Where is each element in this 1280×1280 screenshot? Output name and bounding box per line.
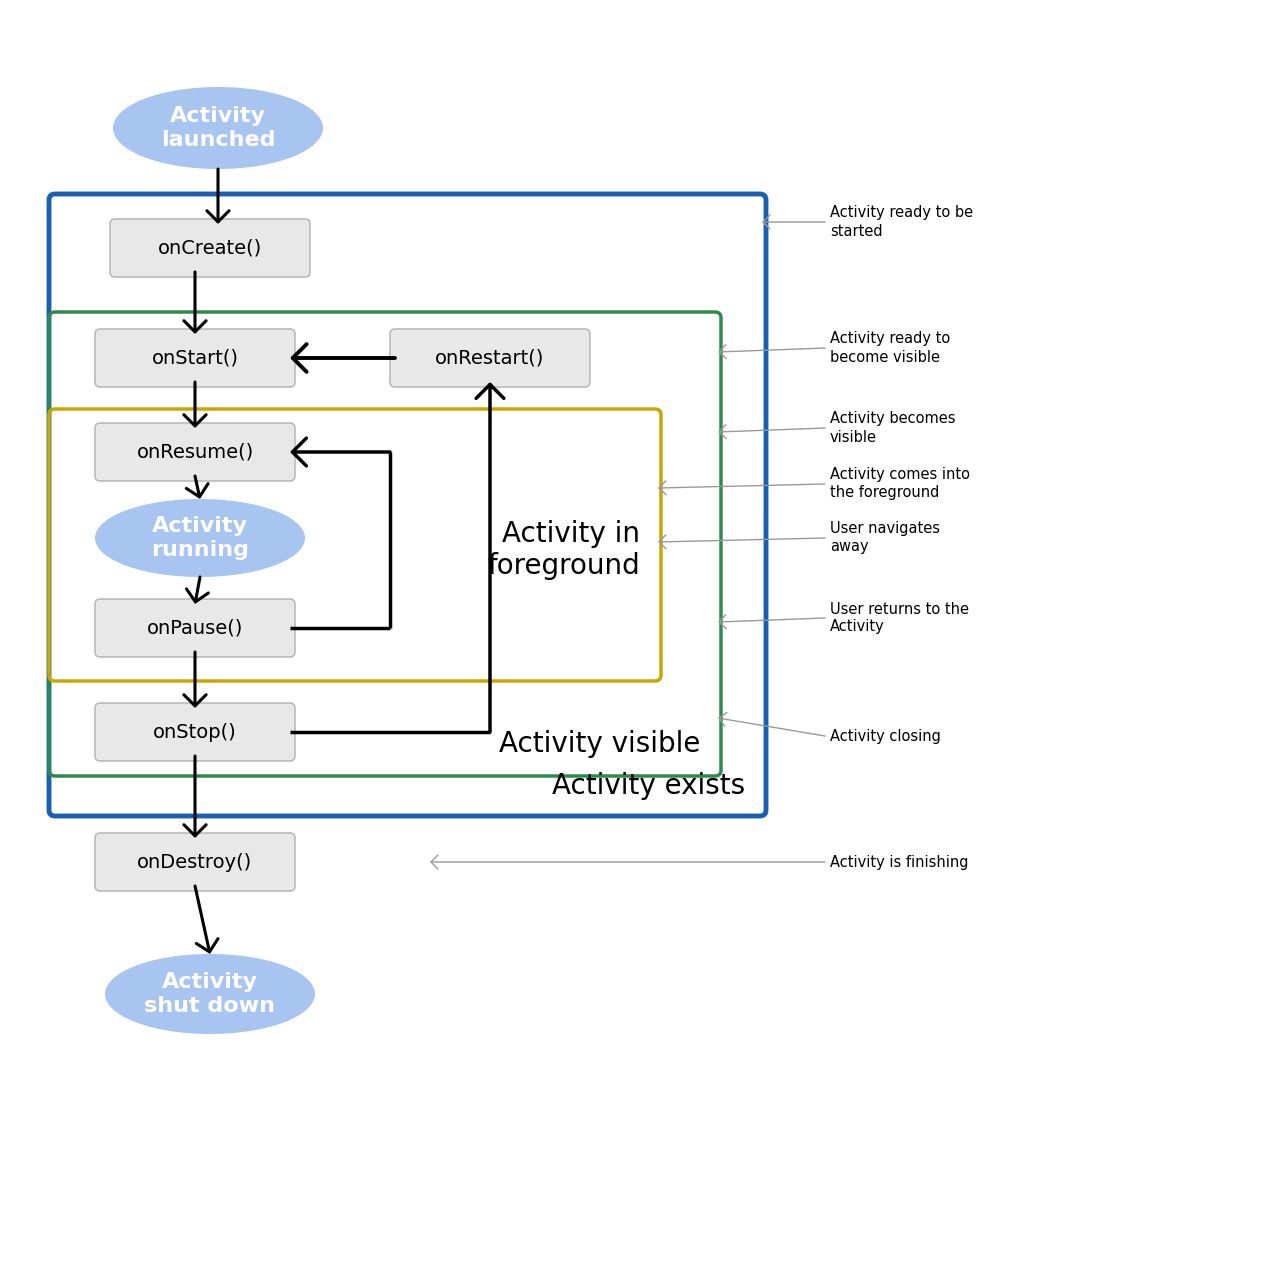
Text: Activity in
foreground: Activity in foreground <box>488 520 640 580</box>
FancyBboxPatch shape <box>95 422 294 481</box>
FancyBboxPatch shape <box>390 329 590 387</box>
Text: onStop(): onStop() <box>154 722 237 741</box>
FancyBboxPatch shape <box>95 329 294 387</box>
FancyBboxPatch shape <box>110 219 310 276</box>
FancyBboxPatch shape <box>95 833 294 891</box>
Text: Activity comes into
the foreground: Activity comes into the foreground <box>829 467 970 500</box>
Text: onDestroy(): onDestroy() <box>137 852 252 872</box>
Text: User returns to the
Activity: User returns to the Activity <box>829 602 969 635</box>
Text: onResume(): onResume() <box>137 443 253 462</box>
Text: onStart(): onStart() <box>151 348 238 367</box>
Text: Activity closing: Activity closing <box>829 728 941 744</box>
Text: Activity ready to be
started: Activity ready to be started <box>829 206 973 238</box>
Text: onPause(): onPause() <box>147 618 243 637</box>
Text: Activity becomes
visible: Activity becomes visible <box>829 411 955 444</box>
Text: onRestart(): onRestart() <box>435 348 545 367</box>
Text: onCreate(): onCreate() <box>157 238 262 257</box>
FancyBboxPatch shape <box>95 599 294 657</box>
Ellipse shape <box>105 954 315 1034</box>
Text: Activity visible: Activity visible <box>499 730 700 758</box>
FancyBboxPatch shape <box>95 703 294 762</box>
Text: Activity
shut down: Activity shut down <box>145 973 275 1015</box>
Ellipse shape <box>95 499 305 577</box>
Text: User navigates
away: User navigates away <box>829 521 940 554</box>
Text: Activity is finishing: Activity is finishing <box>829 855 969 869</box>
Text: Activity
launched: Activity launched <box>161 106 275 150</box>
Text: Activity
running: Activity running <box>151 516 250 559</box>
Ellipse shape <box>113 87 323 169</box>
Text: Activity exists: Activity exists <box>552 772 745 800</box>
Text: Activity ready to
become visible: Activity ready to become visible <box>829 332 950 365</box>
